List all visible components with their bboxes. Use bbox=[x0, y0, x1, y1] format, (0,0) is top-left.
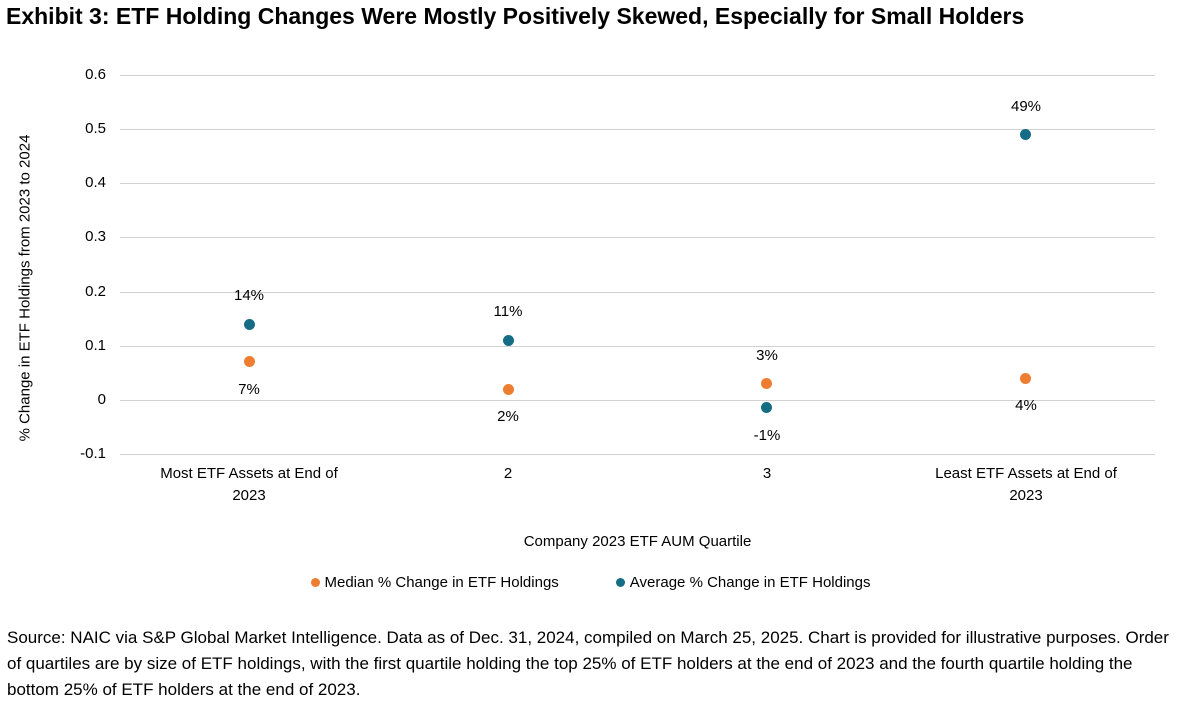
data-point-series-1 bbox=[1020, 129, 1031, 140]
data-point-label: 2% bbox=[497, 408, 519, 425]
x-axis-title: Company 2023 ETF AUM Quartile bbox=[523, 533, 752, 550]
legend-dot-icon bbox=[310, 578, 320, 587]
y-tick-label: 0.4 bbox=[85, 174, 106, 191]
data-point-series-0 bbox=[244, 356, 255, 367]
source-note: Source: NAIC via S&P Global Market Intel… bbox=[7, 628, 1169, 699]
x-category-label: 3 bbox=[762, 465, 772, 482]
data-point-label: 3% bbox=[756, 347, 778, 364]
chart-area: % Change in ETF Holdings from 2023 to 20… bbox=[0, 66, 1181, 591]
data-point-series-1 bbox=[761, 402, 772, 413]
legend-item-series-0: Median % Change in ETF Holdings bbox=[310, 574, 559, 591]
y-tick-label: 0.3 bbox=[85, 228, 106, 245]
gridline bbox=[120, 454, 1155, 455]
data-point-label: 49% bbox=[1010, 98, 1042, 115]
x-category-label: Most ETF Assets at End of 2023 bbox=[160, 465, 338, 504]
gridline bbox=[120, 183, 1155, 184]
legend-dot-icon bbox=[615, 578, 625, 587]
gridline bbox=[120, 129, 1155, 130]
data-point-series-0 bbox=[761, 378, 772, 389]
data-point-series-0 bbox=[503, 384, 514, 395]
data-point-series-0 bbox=[1020, 373, 1031, 384]
data-point-label: 7% bbox=[238, 381, 260, 398]
x-category-label: 2 bbox=[503, 465, 513, 482]
data-point-series-1 bbox=[503, 335, 514, 346]
chart-legend: Median % Change in ETF Holdings Average %… bbox=[0, 574, 1181, 591]
y-tick-label: 0.5 bbox=[85, 120, 106, 137]
data-point-label: 4% bbox=[1015, 397, 1037, 414]
y-tick-label: 0 bbox=[97, 391, 106, 408]
data-point-label: -1% bbox=[753, 427, 781, 444]
y-tick-label: 0.1 bbox=[85, 337, 106, 354]
y-axis-title: % Change in ETF Holdings from 2023 to 20… bbox=[16, 134, 34, 442]
chart-title: Exhibit 3: ETF Holding Changes Were Most… bbox=[6, 3, 1025, 29]
x-category-label: Least ETF Assets at End of 2023 bbox=[935, 465, 1117, 504]
data-point-series-1 bbox=[244, 319, 255, 330]
gridline bbox=[120, 237, 1155, 238]
legend-item-series-1: Average % Change in ETF Holdings bbox=[615, 574, 871, 591]
y-tick-label: 0.2 bbox=[85, 283, 106, 300]
data-point-label: 11% bbox=[493, 303, 523, 320]
gridline bbox=[120, 400, 1155, 401]
y-tick-label: -0.1 bbox=[80, 445, 106, 462]
data-point-label: 14% bbox=[233, 287, 265, 304]
gridline bbox=[120, 346, 1155, 347]
gridline bbox=[120, 75, 1155, 76]
gridline bbox=[120, 292, 1155, 293]
y-tick-label: 0.6 bbox=[85, 66, 106, 83]
legend-label: Median % Change in ETF Holdings bbox=[324, 574, 559, 591]
legend-label: Average % Change in ETF Holdings bbox=[629, 574, 871, 591]
